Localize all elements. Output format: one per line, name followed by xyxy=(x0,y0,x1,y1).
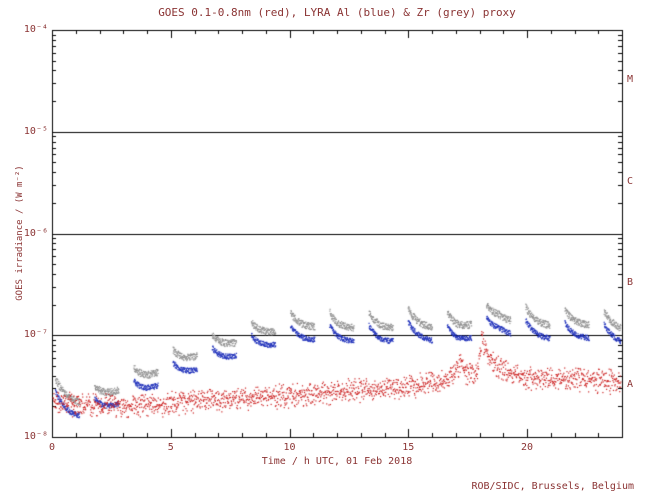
y-tick-label: 10⁻⁵ xyxy=(23,125,48,137)
y-tick-label: 10⁻⁷ xyxy=(23,329,48,341)
chart-title: GOES 0.1-0.8nm (red), LYRA Al (blue) & Z… xyxy=(158,6,516,19)
x-tick-label: 5 xyxy=(167,442,174,453)
y-tick-label: 10⁻⁶ xyxy=(23,227,48,239)
flare-class-label: A xyxy=(627,379,634,391)
credit-text: ROB/SIDC, Brussels, Belgium xyxy=(471,481,634,492)
y-tick-label: 10⁻⁴ xyxy=(23,24,48,35)
x-tick-label: 20 xyxy=(520,442,534,453)
x-tick-label: 10 xyxy=(283,442,296,453)
flare-class-label: B xyxy=(627,277,634,289)
x-axis-label: Time / h UTC, 01 Feb 2018 xyxy=(261,456,413,467)
x-tick-label: 0 xyxy=(48,442,56,453)
flare-class-label: M xyxy=(627,73,634,85)
x-tick-label: 15 xyxy=(402,442,415,453)
flare-class-label: C xyxy=(627,175,634,187)
y-tick-label: 10⁻⁸ xyxy=(23,431,48,442)
